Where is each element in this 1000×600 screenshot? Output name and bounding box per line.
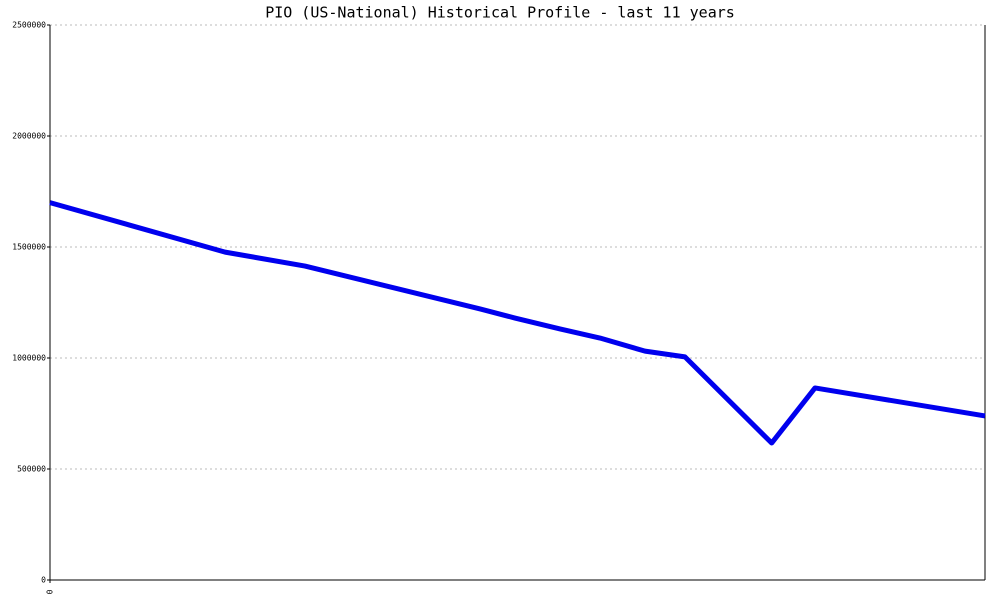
y-tick-label: 1000000 xyxy=(12,354,46,363)
y-tick-label: 1500000 xyxy=(12,243,46,252)
y-tick-label: 500000 xyxy=(17,465,46,474)
y-tick-label: 2000000 xyxy=(12,132,46,141)
chart-title: PIO (US-National) Historical Profile - l… xyxy=(265,4,735,22)
y-tick-label: 2500000 xyxy=(12,21,46,30)
line-series xyxy=(49,200,986,446)
x-tick-label: 0 xyxy=(46,589,55,594)
y-tick-label: 0 xyxy=(41,576,46,585)
